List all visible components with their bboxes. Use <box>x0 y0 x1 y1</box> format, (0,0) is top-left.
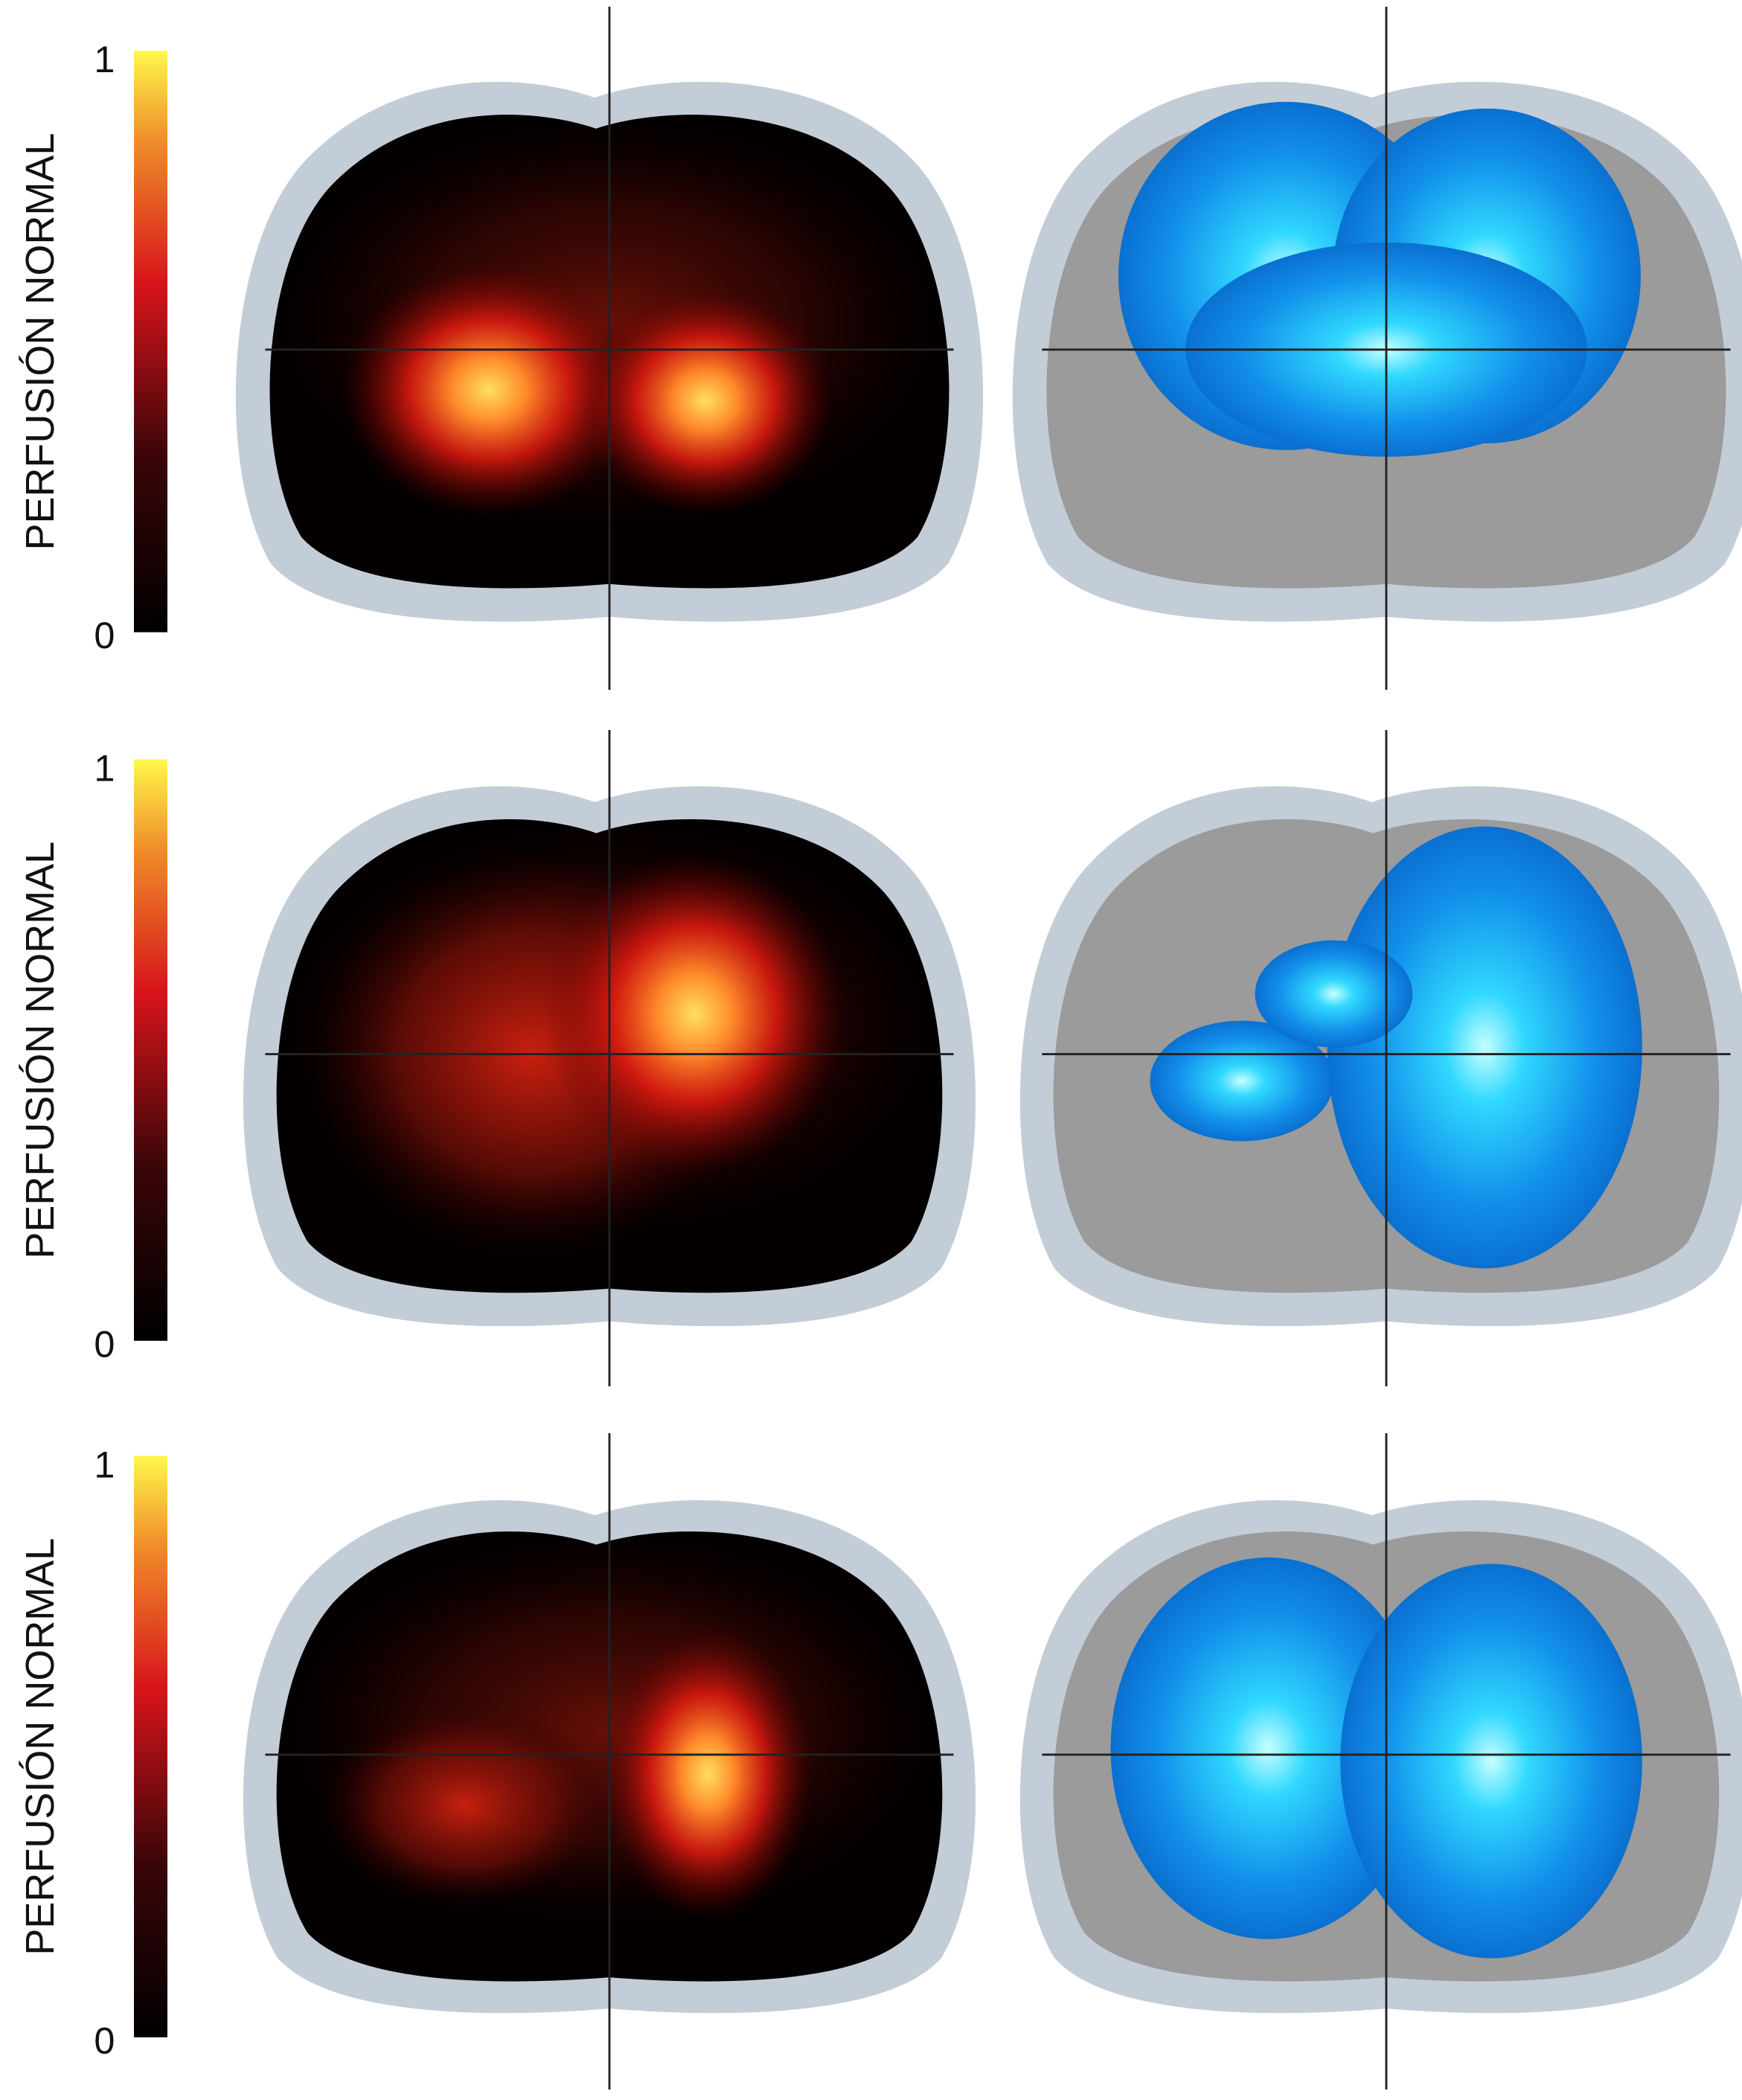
panel-row: 1 0 PERFUSIÓN NORMAL <box>18 729 1742 1386</box>
colorbar-label: PERFUSIÓN NORMAL <box>18 1538 63 1956</box>
panel-row: 1 0 PERFUSIÓN NORMAL <box>18 7 1742 690</box>
right-image <box>1019 786 1742 1327</box>
ventilation <box>1327 826 1642 1269</box>
right-image <box>1019 1500 1742 2014</box>
colorbar-max: 1 <box>94 1443 115 1485</box>
ventilation <box>1255 940 1413 1048</box>
ventilation <box>1110 1557 1426 1939</box>
left-image <box>243 786 976 1327</box>
panel-row: 1 0 PERFUSIÓN NORMAL <box>18 1432 1742 2090</box>
colorbar <box>133 1456 167 2037</box>
colorbar <box>133 51 167 633</box>
ventilation <box>1150 1020 1334 1142</box>
colorbar-min: 0 <box>94 2019 115 2061</box>
hotspot <box>603 1627 813 1921</box>
colorbar-max: 1 <box>94 746 115 789</box>
ventilation <box>1340 1563 1642 1959</box>
colorbar-label: PERFUSIÓN NORMAL <box>18 133 63 551</box>
colorbar-min: 0 <box>94 1322 115 1365</box>
perfusion <box>294 826 925 1255</box>
hotspot <box>341 262 636 517</box>
colorbar-min: 0 <box>94 614 115 656</box>
hotspot <box>578 286 833 515</box>
colorbar-max: 1 <box>94 38 115 80</box>
colorbar-label: PERFUSIÓN NORMAL <box>18 842 63 1259</box>
hotspot <box>543 853 846 1175</box>
hotspot <box>320 1703 609 1908</box>
right-image <box>1012 81 1742 622</box>
colorbar <box>133 759 167 1341</box>
